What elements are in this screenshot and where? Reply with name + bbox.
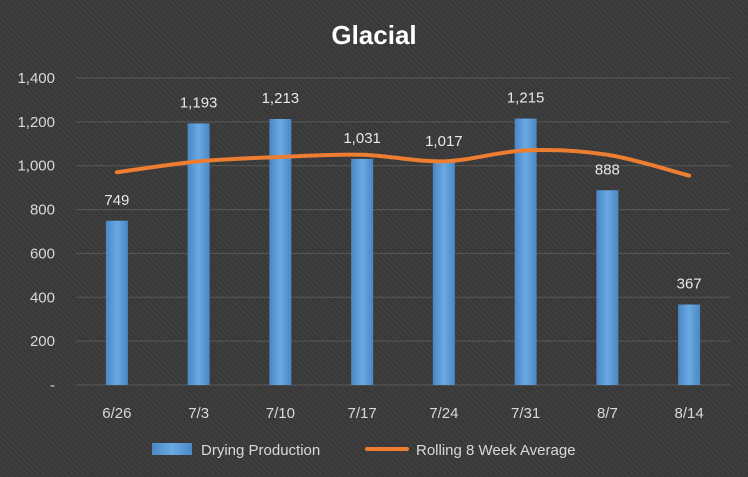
data-label: 1,031	[343, 130, 381, 147]
bar	[105, 220, 128, 385]
x-tick-label: 8/7	[597, 405, 618, 422]
data-label: 1,213	[262, 90, 300, 107]
x-tick-label: 7/10	[266, 405, 295, 422]
y-tick-label: 400	[30, 289, 55, 306]
y-tick-label: 1,200	[17, 114, 55, 131]
grid-lines	[76, 77, 730, 386]
y-tick-label: 600	[30, 245, 55, 262]
x-tick-label: 7/3	[188, 405, 209, 422]
bar	[351, 158, 374, 385]
bar	[269, 119, 292, 385]
x-axis-ticks: 6/26 7/3 7/10 7/17 7/24 7/31 8/7 8/14	[102, 405, 703, 422]
x-tick-label: 7/31	[511, 405, 540, 422]
data-label: 888	[595, 161, 620, 178]
legend-label-line: Rolling 8 Week Average	[416, 442, 576, 459]
chart-title: Glacial	[331, 20, 416, 50]
legend-swatch-bar	[152, 443, 192, 455]
data-label: 1,193	[180, 94, 218, 111]
rolling-average-line	[114, 147, 692, 178]
data-label: 1,017	[425, 133, 463, 150]
bar	[187, 123, 210, 385]
data-label: 367	[677, 276, 702, 293]
data-labels: 749 1,193 1,213 1,031 1,017 1,215 888 367	[104, 90, 701, 293]
bar	[432, 161, 455, 385]
data-label: 1,215	[507, 90, 545, 107]
x-tick-label: 6/26	[102, 405, 131, 422]
legend: Drying Production Rolling 8 Week Average	[152, 442, 576, 459]
x-tick-label: 7/24	[429, 405, 458, 422]
y-tick-label: 800	[30, 202, 55, 219]
bar-series	[105, 118, 701, 385]
bar	[678, 304, 701, 385]
line-series	[114, 147, 692, 178]
y-tick-label: 1,400	[17, 70, 55, 87]
bar	[596, 190, 619, 385]
y-axis-ticks: - 200 400 600 800 1,000 1,200 1,400	[17, 70, 55, 394]
y-tick-label: 1,000	[17, 158, 55, 175]
y-tick-label: 200	[30, 333, 55, 350]
data-label: 749	[104, 192, 129, 209]
bar	[514, 118, 537, 385]
x-tick-label: 7/17	[348, 405, 377, 422]
x-tick-label: 8/14	[675, 405, 704, 422]
y-tick-label: -	[50, 377, 55, 394]
legend-label-bar: Drying Production	[201, 442, 320, 459]
